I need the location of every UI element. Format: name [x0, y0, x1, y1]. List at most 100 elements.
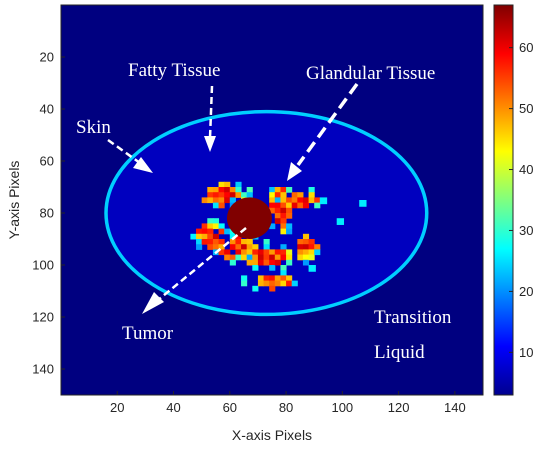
glandular-pixel	[229, 187, 236, 193]
glandular-pixel	[274, 275, 281, 282]
glandular-pixel	[235, 239, 242, 245]
glandular-pixel	[241, 192, 248, 198]
glandular-pixel	[212, 197, 220, 204]
annotation-glandular-tissue: Glandular Tissue	[306, 63, 435, 84]
glandular-pixel	[235, 181, 242, 188]
y-axis-ticks: 20 40 60 80 100 120 140	[32, 50, 65, 377]
glandular-pixel	[302, 239, 310, 245]
glandular-pixel	[280, 265, 287, 271]
glandular-pixel	[280, 280, 287, 287]
y-tick-label: 100	[32, 258, 54, 273]
colorbar-tick-label: 60	[519, 40, 533, 55]
glandular-pixel	[212, 202, 220, 209]
glandular-pixel	[224, 187, 231, 193]
y-tick-label: 120	[32, 310, 54, 325]
glandular-pixel	[302, 233, 310, 240]
glandular-pixel	[252, 244, 259, 250]
glandular-pixel	[218, 223, 225, 230]
glandular-pixel	[297, 249, 304, 256]
colorbar-tick-label: 10	[519, 345, 533, 360]
skin-arrow	[107, 138, 153, 173]
glandular-pixel	[263, 244, 270, 250]
x-tick-label: 120	[388, 400, 410, 415]
glandular-pixel	[252, 254, 259, 261]
skin-ring	[104, 109, 429, 317]
glandular-pixel	[263, 275, 270, 282]
glandular-pixel	[274, 280, 281, 287]
glandular-tissue-arrow	[287, 82, 359, 181]
glandular-pixel	[246, 244, 253, 250]
y-tick-label: 20	[40, 50, 54, 65]
glandular-pixel	[201, 197, 208, 204]
glandular-pixel	[280, 197, 287, 204]
glandular-pixel	[280, 192, 287, 198]
glandular-pixel	[274, 213, 281, 219]
glandular-pixel	[280, 187, 287, 193]
glandular-pixel	[269, 254, 276, 261]
glandular-pixel	[280, 275, 287, 282]
glandular-pixel	[297, 239, 304, 245]
glandular-pixel	[280, 202, 287, 209]
glandular-pixel	[246, 239, 253, 245]
glandular-pixel	[280, 218, 287, 224]
glandular-pixel	[291, 197, 298, 204]
glandular-pixel	[308, 244, 315, 250]
glandular-pixel	[257, 280, 265, 287]
colorbar-tick-label: 30	[519, 223, 533, 238]
glandular-pixel	[196, 233, 203, 240]
glandular-pixel	[218, 249, 225, 256]
glandular-pixel	[212, 187, 220, 193]
annotation-transition: Transition	[374, 307, 452, 328]
glandular-pixel	[280, 223, 287, 230]
glandular-pixel	[286, 223, 293, 230]
glandular-pixel	[297, 254, 304, 261]
glandular-pixel	[286, 187, 293, 193]
glandular-pixel	[280, 207, 287, 214]
glandular-pixel	[246, 192, 253, 198]
colorbar-ticks: 10 20 30 40 50 60	[509, 40, 533, 360]
glandular-pixel	[302, 202, 310, 209]
glandular-pixel	[218, 197, 225, 204]
glandular-pixel	[224, 197, 231, 204]
y-tick-label: 60	[40, 154, 54, 169]
glandular-pixel	[263, 254, 270, 261]
y-tick-label: 80	[40, 206, 54, 221]
glandular-pixel	[241, 239, 248, 245]
glandular-pixel	[212, 223, 220, 230]
glandular-pixel	[308, 197, 315, 204]
glandular-pixel	[297, 244, 304, 250]
glandular-pixel	[274, 259, 281, 266]
glandular-pixel	[302, 259, 310, 266]
x-tick-label: 20	[110, 400, 124, 415]
glandular-pixel	[207, 239, 214, 245]
glandular-pixel	[224, 249, 231, 256]
x-tick-label: 80	[279, 400, 293, 415]
glandular-pixel	[207, 187, 214, 193]
annotation-arrows	[107, 82, 359, 314]
annotation-skin: Skin	[76, 117, 111, 138]
glandular-pixel	[235, 249, 242, 256]
glandular-pixel	[218, 192, 225, 198]
x-tick-label: 100	[331, 400, 353, 415]
glandular-pixel	[302, 249, 310, 256]
glandular-pixel	[201, 239, 208, 245]
glandular-pixel	[286, 207, 293, 214]
glandular-pixel	[336, 218, 345, 225]
glandular-pixel	[274, 254, 281, 261]
glandular-pixel	[269, 192, 276, 198]
glandular-pixel	[308, 187, 315, 193]
glandular-pixel	[235, 244, 242, 250]
glandular-pixel	[269, 249, 276, 256]
glandular-pixel	[274, 249, 281, 256]
y-tick-label: 40	[40, 102, 54, 117]
glandular-pixel	[207, 197, 214, 204]
tumor-region	[226, 197, 272, 239]
glandular-pixel	[257, 259, 265, 266]
glandular-pixel	[297, 197, 304, 204]
glandular-pixel	[286, 213, 293, 219]
x-tick-label: 60	[223, 400, 237, 415]
glandular-pixel	[280, 213, 287, 219]
glandular-pixel	[269, 202, 276, 209]
glandular-pixel	[314, 244, 321, 250]
